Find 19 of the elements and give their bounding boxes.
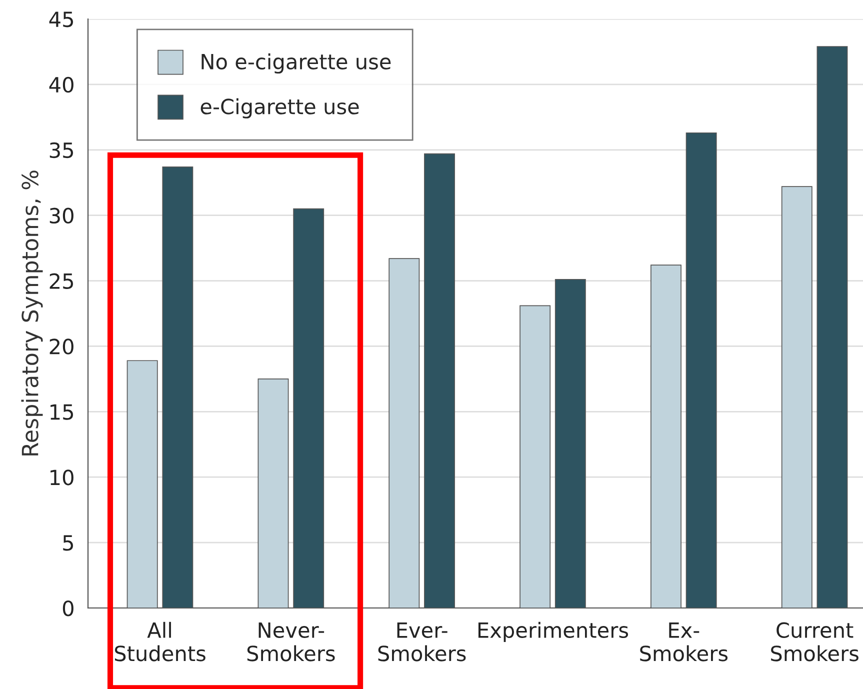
y-axis-title: Respiratory Symptoms, % — [21, 170, 43, 456]
y-tick-label: 15 — [50, 404, 73, 420]
x-tick-label: Never- Smokers — [247, 622, 335, 662]
y-tick-label: 5 — [63, 535, 73, 551]
y-tick-label: 30 — [50, 208, 74, 224]
y-tick-label: 10 — [50, 470, 74, 486]
y-tick-label: 20 — [50, 338, 74, 354]
y-tick-label: 45 — [49, 12, 73, 28]
x-tick-label: All Students — [114, 622, 206, 662]
y-tick-label: 40 — [49, 76, 74, 93]
y-tick-label: 25 — [50, 273, 73, 289]
legend-label: e-Cigarette use — [200, 98, 359, 118]
x-tick-label: Ex- Smokers — [640, 622, 728, 662]
x-tick-label: Experimenters — [478, 622, 628, 642]
legend-label: No e-cigarette use — [202, 53, 391, 74]
y-tick-label: 35 — [50, 142, 73, 158]
x-tick-label: Ever- Smokers — [378, 622, 466, 662]
x-tick-label: Current Smokers — [771, 622, 858, 662]
y-tick-label: 0 — [62, 600, 74, 616]
